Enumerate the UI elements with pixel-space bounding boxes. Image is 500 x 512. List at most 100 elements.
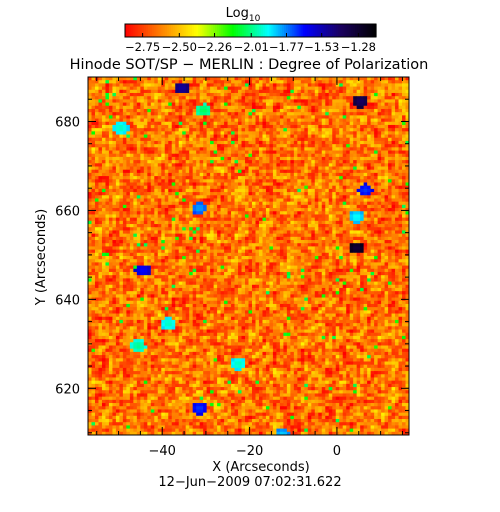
heatmap-cell <box>363 195 368 199</box>
heatmap-cell <box>395 89 399 94</box>
heatmap-cell <box>119 105 124 110</box>
heatmap-cell <box>377 214 382 219</box>
heatmap-cell <box>147 105 152 110</box>
heatmap-cell <box>300 214 305 219</box>
heatmap-cell <box>126 230 131 235</box>
heatmap-cell <box>248 195 253 199</box>
heatmap-cell <box>297 172 302 177</box>
heatmap-cell <box>136 172 141 177</box>
heatmap-cell <box>307 131 312 135</box>
heatmap-cell <box>374 102 378 107</box>
heatmap-cell <box>255 108 260 113</box>
heatmap-cell <box>300 128 305 132</box>
heatmap-cell <box>105 185 110 190</box>
heatmap-cell <box>321 217 326 222</box>
heatmap-cell <box>265 89 270 94</box>
heatmap-cell <box>405 227 409 231</box>
heatmap-cell <box>234 230 239 235</box>
heatmap-cell <box>171 179 176 183</box>
heatmap-cell <box>286 243 291 247</box>
heatmap-cell <box>196 147 201 151</box>
heatmap-cell <box>171 163 176 167</box>
heatmap-cell <box>342 214 347 219</box>
heatmap-cell <box>262 182 267 187</box>
heatmap-cell <box>210 137 215 142</box>
heatmap-cell <box>182 243 187 247</box>
heatmap-cell <box>147 172 152 177</box>
heatmap-cell <box>349 188 354 193</box>
heatmap-cell <box>199 83 204 87</box>
heatmap-cell <box>381 230 385 235</box>
heatmap-cell <box>297 204 302 209</box>
heatmap-cell <box>171 188 176 193</box>
heatmap-cell <box>217 156 221 161</box>
heatmap-cell <box>402 172 406 177</box>
heatmap-cell <box>356 224 361 228</box>
heatmap-cell <box>405 156 409 161</box>
heatmap-cell <box>290 179 295 183</box>
heatmap-cell <box>318 220 323 225</box>
heatmap-cell <box>115 214 120 219</box>
heatmap-cell <box>370 227 375 231</box>
heatmap-cell <box>335 96 340 100</box>
heatmap-cell <box>178 118 183 123</box>
heatmap-cell <box>353 198 358 203</box>
heatmap-cell <box>318 89 323 94</box>
heatmap-cell <box>262 112 267 116</box>
heatmap-cell <box>101 169 106 174</box>
heatmap-cell <box>262 195 267 199</box>
heatmap-cell <box>143 86 148 91</box>
heatmap-cell <box>314 230 319 235</box>
heatmap-cell <box>286 128 291 132</box>
heatmap-cell <box>353 204 358 209</box>
heatmap-cell <box>108 192 113 196</box>
heatmap-cell <box>178 147 183 151</box>
heatmap-cell <box>108 195 113 199</box>
heatmap-cell <box>88 140 92 145</box>
heatmap-cell <box>154 89 159 94</box>
heatmap-cell <box>185 80 190 84</box>
heatmap-cell <box>258 96 263 100</box>
heatmap-cell <box>196 217 201 222</box>
heatmap-cell <box>332 169 337 174</box>
heatmap-cell <box>157 214 162 219</box>
heatmap-cell <box>297 140 302 145</box>
heatmap-cell <box>311 160 316 164</box>
heatmap-cell <box>251 166 256 171</box>
heatmap-cell <box>175 201 180 206</box>
heatmap-cell <box>290 153 295 158</box>
heatmap-cell <box>346 134 351 139</box>
heatmap-cell <box>168 121 173 126</box>
heatmap-cell <box>98 214 103 219</box>
heatmap-cell <box>398 163 403 167</box>
heatmap-cell <box>122 208 127 212</box>
heatmap-cell <box>293 108 298 113</box>
heatmap-cell <box>122 224 127 228</box>
heatmap-cell <box>182 169 187 174</box>
colorbar-segment <box>200 24 203 37</box>
heatmap-cell <box>203 156 208 161</box>
heatmap-cell <box>161 160 166 164</box>
heatmap-cell <box>395 176 399 180</box>
heatmap-cell <box>360 83 365 87</box>
heatmap-cell <box>384 227 389 231</box>
heatmap-cell <box>293 198 298 203</box>
heatmap-cell <box>321 192 326 196</box>
heatmap-cell <box>328 185 333 190</box>
heatmap-cell <box>342 182 347 187</box>
heatmap-cell <box>203 115 208 119</box>
heatmap-cell <box>126 80 131 84</box>
heatmap-cell <box>227 112 232 116</box>
heatmap-cell <box>189 220 194 225</box>
heatmap-cell <box>133 124 138 129</box>
heatmap-cell <box>98 217 103 222</box>
heatmap-cell <box>108 92 113 97</box>
heatmap-cell <box>234 128 239 132</box>
heatmap-cell <box>360 166 365 171</box>
heatmap-cell <box>213 89 218 94</box>
heatmap-cell <box>356 83 361 87</box>
heatmap-cell <box>374 195 378 199</box>
heatmap-cell <box>346 185 351 190</box>
heatmap-cell <box>262 105 267 110</box>
